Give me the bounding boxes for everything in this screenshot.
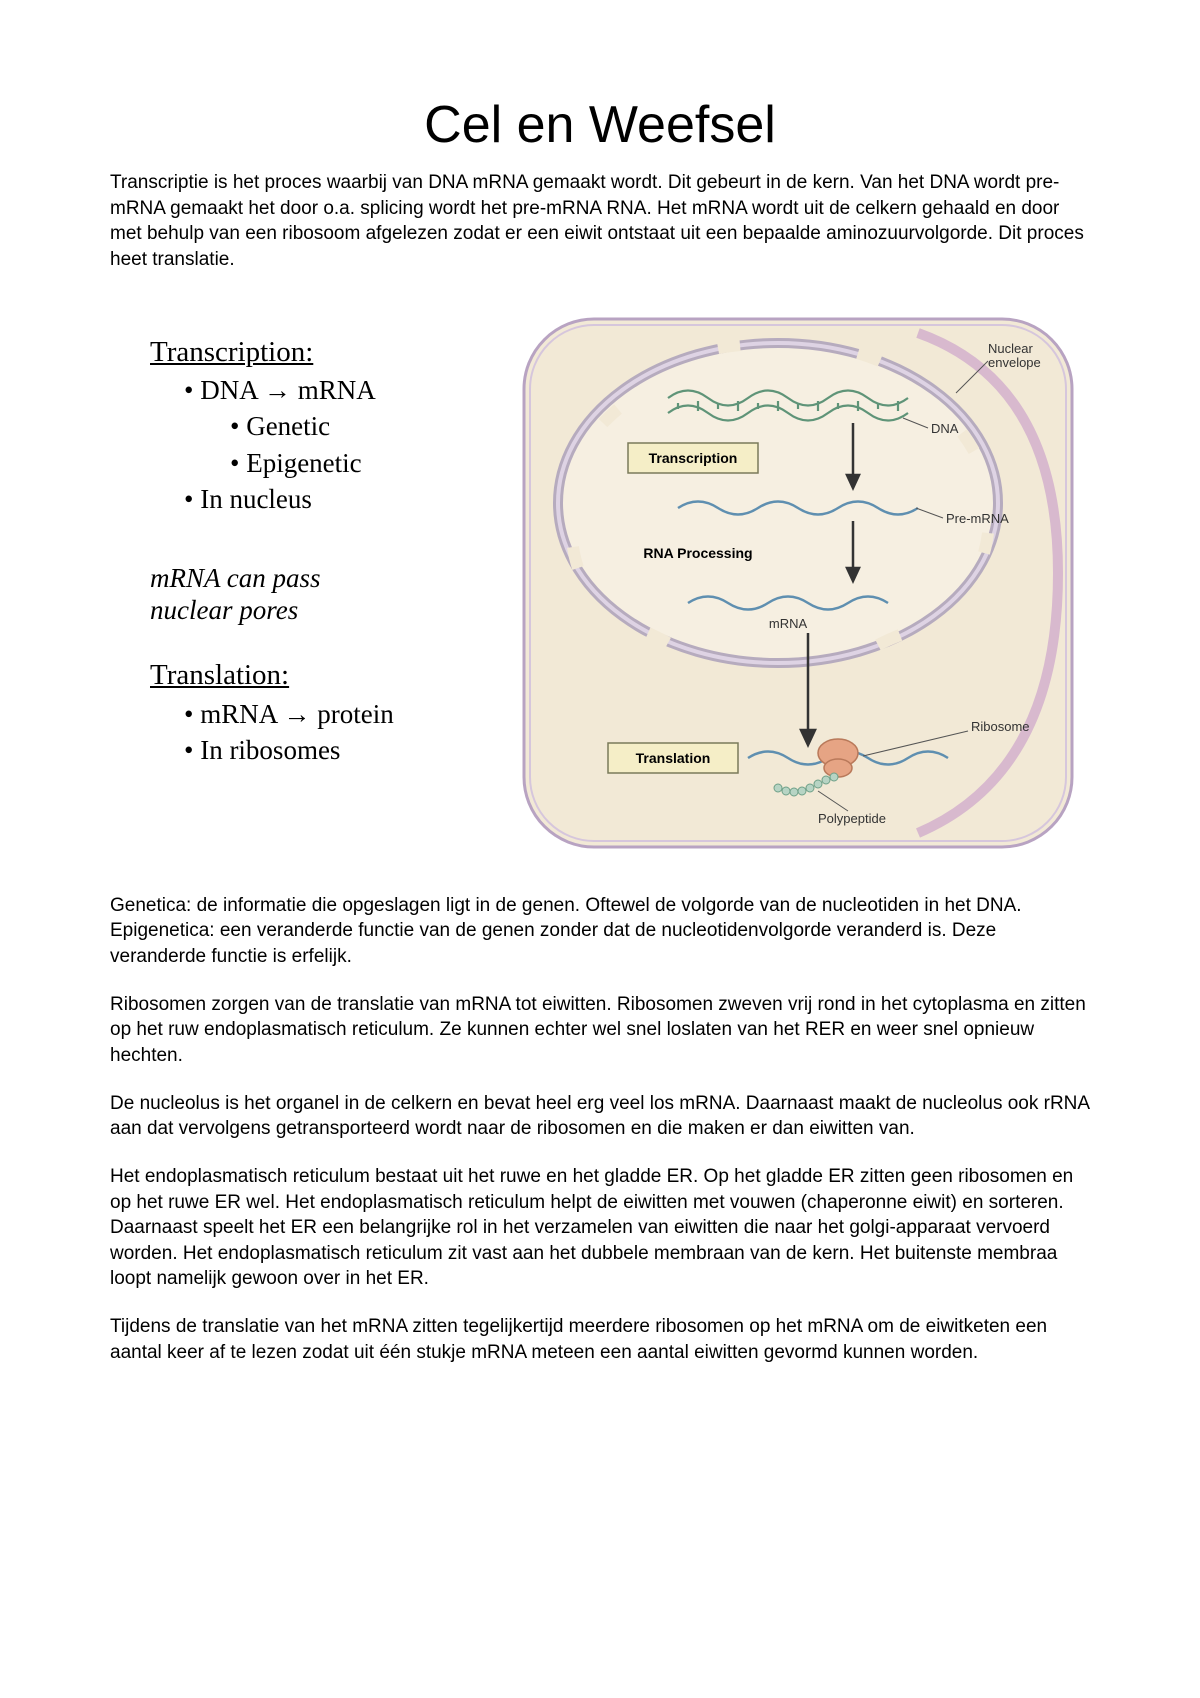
left-column: Transcription: • DNA → mRNA • Genetic • … bbox=[110, 313, 490, 769]
page-title: Cel en Weefsel bbox=[110, 90, 1090, 160]
mrna-pass-line2: nuclear pores bbox=[150, 594, 490, 626]
paragraph-polyribosomes: Tijdens de translatie van het mRNA zitte… bbox=[110, 1314, 1090, 1365]
rna-processing-label: RNA Processing bbox=[643, 545, 752, 561]
bullet-in-ribosomes: • In ribosomes bbox=[150, 732, 490, 768]
nuclear-envelope-label: Nuclear envelope bbox=[988, 341, 1041, 370]
ribosome-small bbox=[824, 759, 852, 777]
bullet-genetic: • Genetic bbox=[150, 408, 490, 444]
dna-label: DNA bbox=[931, 421, 959, 436]
transcription-box-label: Transcription bbox=[649, 450, 738, 466]
bullet-mrna-protein: • mRNA → protein bbox=[150, 696, 490, 732]
mrna-pass-text: mRNA can pass nuclear pores bbox=[150, 562, 490, 627]
middle-section: Transcription: • DNA → mRNA • Genetic • … bbox=[110, 313, 1090, 853]
bullet-in-nucleus: • In nucleus bbox=[150, 481, 490, 517]
paragraph-ribosomen: Ribosomen zorgen van de translatie van m… bbox=[110, 992, 1090, 1069]
paragraph-nucleolus: De nucleolus is het organel in de celker… bbox=[110, 1091, 1090, 1142]
translation-box-label: Translation bbox=[636, 750, 711, 766]
cell-diagram: Transcription RNA Processing mRNA Transl… bbox=[518, 313, 1090, 853]
pre-mrna-label: Pre-mRNA bbox=[946, 511, 1009, 526]
bullet-dna-mrna: • DNA → mRNA bbox=[150, 372, 490, 408]
mrna-text: mRNA bbox=[769, 616, 808, 631]
translation-heading: Translation: bbox=[150, 656, 490, 695]
transcription-heading: Transcription: bbox=[150, 333, 490, 372]
intro-paragraph: Transcriptie is het proces waarbij van D… bbox=[110, 170, 1090, 273]
paragraph-er: Het endoplasmatisch reticulum bestaat ui… bbox=[110, 1164, 1090, 1292]
mrna-pass-line1: mRNA can pass bbox=[150, 562, 490, 594]
paragraph-genetica: Genetica: de informatie die opgeslagen l… bbox=[110, 893, 1090, 970]
bullet-epigenetic: • Epigenetic bbox=[150, 445, 490, 481]
polypeptide-label: Polypeptide bbox=[818, 811, 886, 826]
ribosome-label: Ribosome bbox=[971, 719, 1030, 734]
